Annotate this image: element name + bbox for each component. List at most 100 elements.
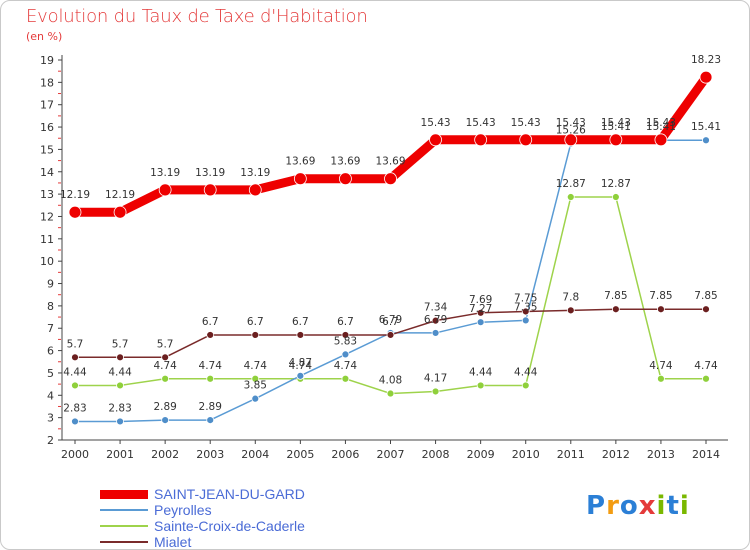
data-point xyxy=(71,417,79,426)
brand-letter: r xyxy=(606,491,620,521)
data-label: 5.83 xyxy=(334,335,357,347)
data-point xyxy=(431,387,440,396)
brand-logo: Proxiti xyxy=(586,491,690,521)
y-tick-label: 13 xyxy=(40,188,54,201)
y-tick-label: 10 xyxy=(40,255,54,268)
legend-swatch-sainte-croix-de-caderle xyxy=(100,525,148,527)
data-point xyxy=(386,389,395,398)
data-label: 5.7 xyxy=(67,338,84,350)
legend-item-sainte-croix-de-caderle: Sainte-Croix-de-Caderle xyxy=(100,518,305,534)
data-point xyxy=(566,193,575,201)
data-label: 15.43 xyxy=(466,117,496,129)
data-label: 6.7 xyxy=(337,316,354,328)
data-label: 7.85 xyxy=(649,290,672,302)
data-label: 7.34 xyxy=(424,302,448,314)
data-point xyxy=(699,70,713,84)
legend-label-mialet: Mialet xyxy=(154,534,192,550)
y-tick-label: 14 xyxy=(40,166,54,179)
data-point xyxy=(206,416,215,425)
brand-letter: x xyxy=(638,491,657,521)
data-point xyxy=(251,331,260,339)
y-tick-label: 19 xyxy=(40,54,54,67)
data-label: 4.74 xyxy=(334,360,358,372)
data-point xyxy=(203,183,217,197)
y-tick-label: 7 xyxy=(47,322,54,335)
data-point xyxy=(611,193,620,201)
data-point xyxy=(206,374,215,383)
legend-item-peyrolles: Peyrolles xyxy=(100,502,305,518)
data-point xyxy=(341,350,350,359)
data-point xyxy=(476,308,485,317)
data-label: 7.75 xyxy=(514,292,537,304)
data-point xyxy=(521,316,530,325)
data-label: 15.43 xyxy=(601,117,631,129)
data-label: 2.83 xyxy=(108,402,131,414)
data-label: 15.41 xyxy=(646,121,676,133)
data-label: 6.7 xyxy=(202,316,219,328)
data-label: 4.74 xyxy=(199,360,223,372)
x-tick-label: 2009 xyxy=(467,448,495,461)
data-point xyxy=(296,331,305,339)
data-point xyxy=(161,416,170,425)
data-point xyxy=(702,374,710,383)
data-point xyxy=(476,318,485,327)
data-label: 2.89 xyxy=(153,401,176,413)
brand-letter: i xyxy=(679,491,690,521)
data-label: 15.43 xyxy=(556,117,586,129)
data-label: 7.85 xyxy=(694,290,717,302)
data-point xyxy=(429,133,442,147)
x-tick-label: 2012 xyxy=(602,448,630,461)
data-point xyxy=(474,133,488,147)
legend-swatch-saint-jean-du-gard xyxy=(100,489,148,499)
data-point xyxy=(161,374,170,383)
data-label: 5.7 xyxy=(157,338,174,350)
data-label: 7.27 xyxy=(469,303,492,315)
y-tick-label: 4 xyxy=(47,389,54,402)
data-point xyxy=(251,374,260,383)
y-tick-label: 15 xyxy=(40,143,54,156)
y-tick-label: 18 xyxy=(40,76,54,89)
x-tick-label: 2008 xyxy=(422,448,450,461)
data-point xyxy=(521,307,530,316)
data-point xyxy=(206,331,215,339)
x-tick-label: 2004 xyxy=(241,448,269,461)
data-label: 15.26 xyxy=(556,125,586,137)
data-point xyxy=(657,374,665,383)
data-point xyxy=(657,305,665,314)
y-tick-label: 12 xyxy=(40,210,54,223)
data-label: 2.89 xyxy=(199,401,222,413)
data-label: 4.74 xyxy=(694,360,718,372)
data-label: 13.69 xyxy=(285,156,315,168)
data-label: 6.79 xyxy=(379,314,402,326)
data-label: 13.69 xyxy=(375,156,405,168)
data-label: 12.19 xyxy=(105,189,135,201)
data-label: 4.87 xyxy=(289,357,312,369)
y-tick-label: 8 xyxy=(47,300,54,313)
data-point xyxy=(248,183,262,197)
y-tick-label: 3 xyxy=(47,412,54,425)
brand-letter: o xyxy=(619,491,639,521)
data-label: 6.79 xyxy=(424,314,447,326)
legend-swatch-mialet xyxy=(100,541,148,543)
data-point xyxy=(702,136,710,145)
data-label: 6.7 xyxy=(382,316,399,328)
legend: SAINT-JEAN-DU-GARD Peyrolles Sainte-Croi… xyxy=(100,486,305,550)
data-point xyxy=(71,381,79,390)
y-tick-label: 6 xyxy=(47,345,54,358)
legend-label-sainte-croix-de-caderle: Sainte-Croix-de-Caderle xyxy=(154,518,305,534)
data-point xyxy=(158,183,172,197)
y-tick-label: 17 xyxy=(40,99,54,112)
x-tick-label: 2001 xyxy=(106,448,134,461)
x-tick-label: 2010 xyxy=(512,448,540,461)
y-tick-label: 9 xyxy=(47,278,54,291)
data-label: 13.69 xyxy=(330,156,360,168)
data-label: 7.69 xyxy=(469,294,492,306)
data-label: 4.08 xyxy=(379,375,402,387)
x-tick-label: 2011 xyxy=(557,448,585,461)
chart-title: Evolution du Taux de Taxe d'Habitation xyxy=(26,6,368,27)
data-label: 4.74 xyxy=(649,360,673,372)
data-point xyxy=(654,133,668,147)
data-label: 15.41 xyxy=(691,121,721,133)
data-label: 4.44 xyxy=(63,366,87,378)
